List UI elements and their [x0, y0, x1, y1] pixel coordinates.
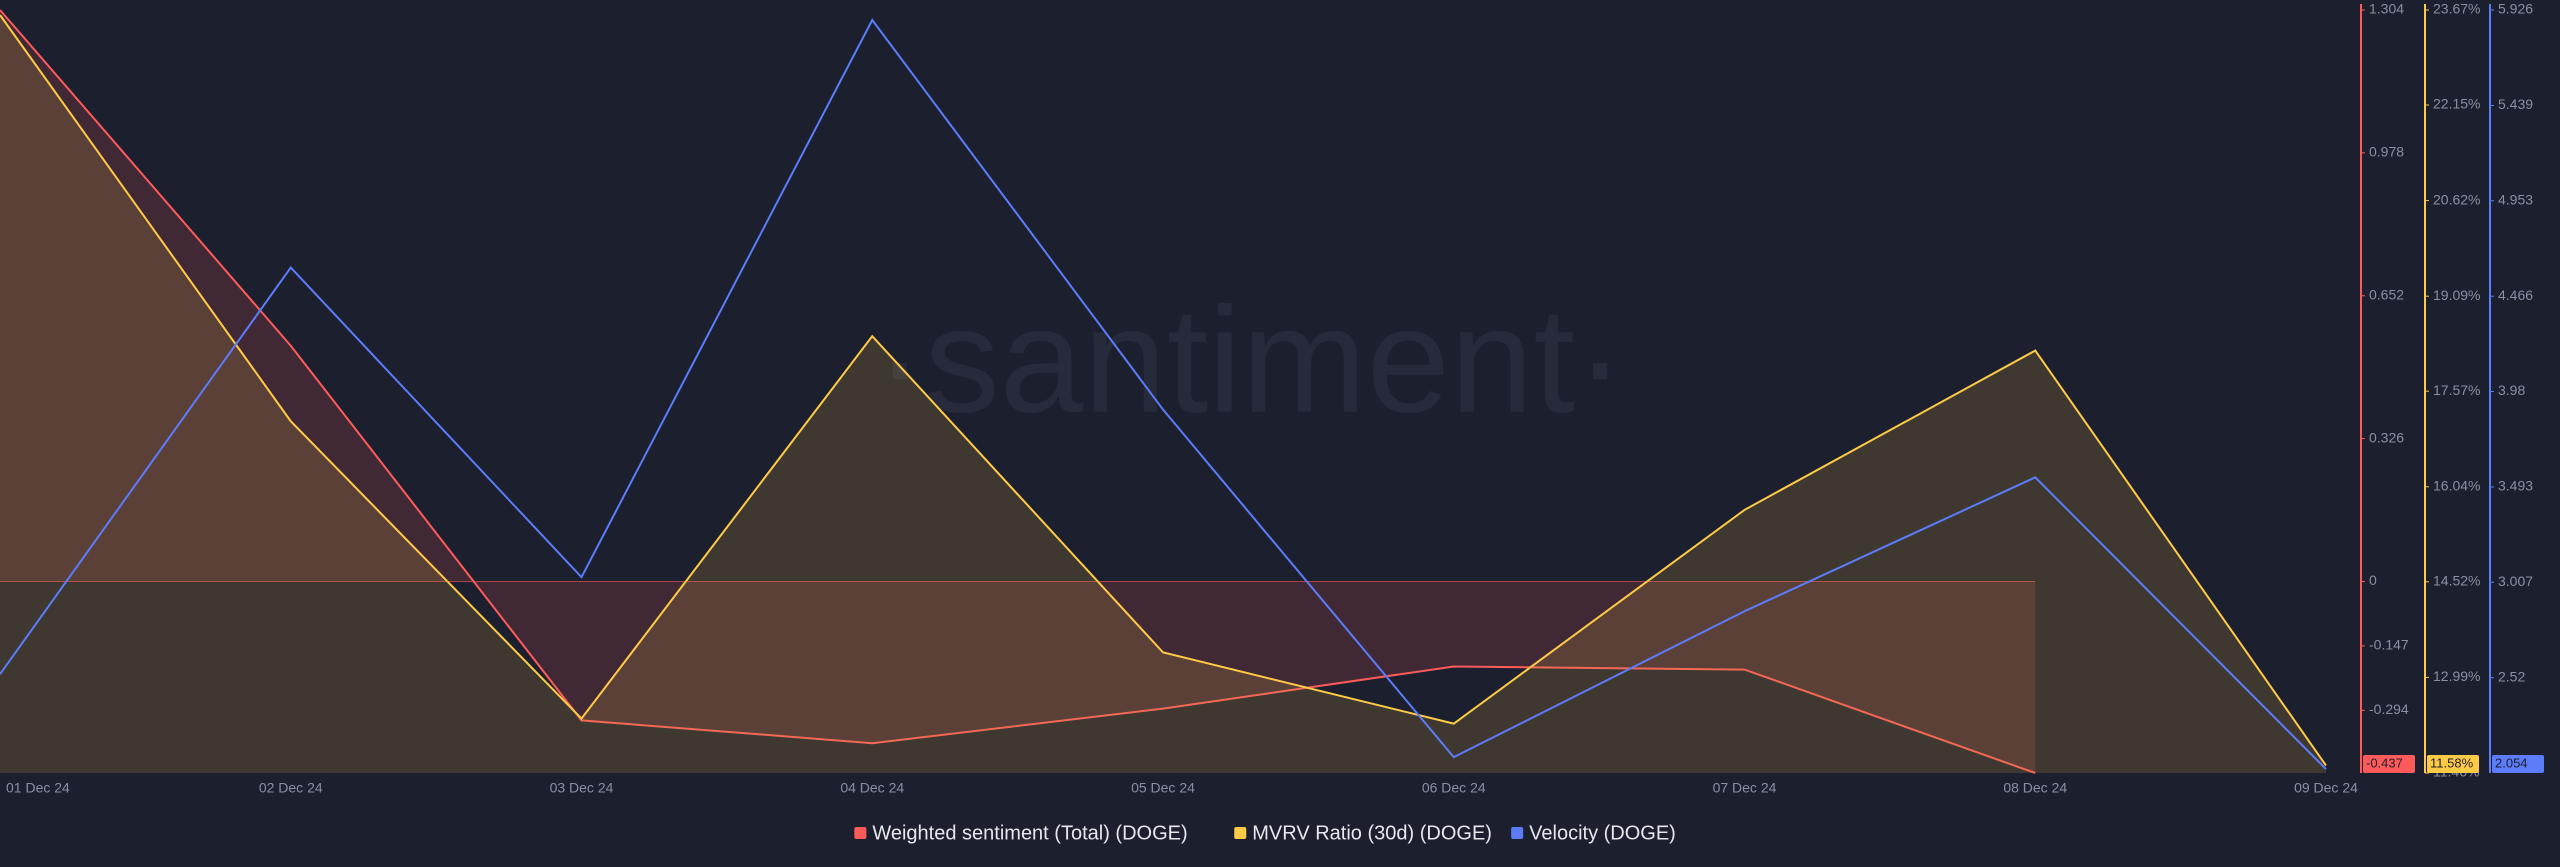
y-tick-label: 0 [2369, 572, 2377, 588]
y-tick-label: 2.52 [2498, 668, 2525, 684]
x-tick-label: 07 Dec 24 [1713, 780, 1777, 796]
x-tick-label: 09 Dec 24 [2294, 780, 2358, 796]
y-tick-label: 20.62% [2433, 191, 2480, 207]
y-tick-label: 0.978 [2369, 144, 2404, 160]
y-tick-label: 22.15% [2433, 96, 2480, 112]
y-tick-label: 5.439 [2498, 96, 2533, 112]
series-line [0, 18, 2327, 770]
y-tick-label: 17.57% [2433, 382, 2480, 398]
legend-swatch [854, 827, 867, 839]
x-tick-label: 06 Dec 24 [1422, 780, 1486, 796]
y-tick-label: 3.98 [2498, 382, 2525, 398]
x-tick-label: 08 Dec 24 [2003, 780, 2067, 796]
value-label: 2.054 [2495, 755, 2528, 770]
y-tick-label: 4.953 [2498, 191, 2533, 207]
y-tick-label: 0.326 [2369, 429, 2404, 445]
y-tick-label: 4.466 [2498, 287, 2533, 303]
value-badge [2427, 755, 2479, 773]
y-tick-label: 19.09% [2433, 287, 2480, 303]
y-tick-label: -0.294 [2369, 701, 2409, 717]
x-tick-label: 05 Dec 24 [1131, 780, 1195, 796]
y-tick-label: 3.493 [2498, 478, 2533, 494]
x-tick-label: 03 Dec 24 [550, 780, 614, 796]
value-label: 11.58% [2430, 755, 2474, 770]
y-tick-label: 14.52% [2433, 572, 2480, 588]
y-tick-label: 12.99% [2433, 668, 2480, 684]
series-area [0, 10, 2036, 773]
y-tick-label: 3.007 [2498, 573, 2533, 589]
value-badge [2363, 755, 2415, 773]
y-tick-label: 23.67% [2433, 1, 2480, 17]
legend-label[interactable]: Velocity (DOGE) [1529, 822, 1676, 844]
y-tick-label: 16.04% [2433, 478, 2480, 494]
series-line [0, 14, 2327, 767]
watermark: ·santiment· [875, 276, 1625, 444]
legend-label[interactable]: MVRV Ratio (30d) (DOGE) [1252, 822, 1492, 844]
legend-swatch [1511, 827, 1524, 839]
y-tick-label: 5.926 [2498, 1, 2533, 17]
value-label: -0.437 [2366, 755, 2403, 770]
series-line [0, 9, 2036, 774]
series-area [0, 14, 2326, 773]
legend-label[interactable]: Weighted sentiment (Total) (DOGE) [872, 822, 1187, 844]
legend-swatch [1234, 827, 1247, 839]
x-tick-label: 02 Dec 24 [259, 780, 323, 796]
x-tick-label: 01 Dec 24 [6, 780, 70, 796]
y-tick-label: 0.652 [2369, 286, 2404, 302]
y-tick-label: 1.304 [2369, 1, 2404, 17]
value-badge [2492, 755, 2544, 773]
y-tick-label: -0.147 [2369, 637, 2409, 653]
x-tick-label: 04 Dec 24 [840, 780, 904, 796]
